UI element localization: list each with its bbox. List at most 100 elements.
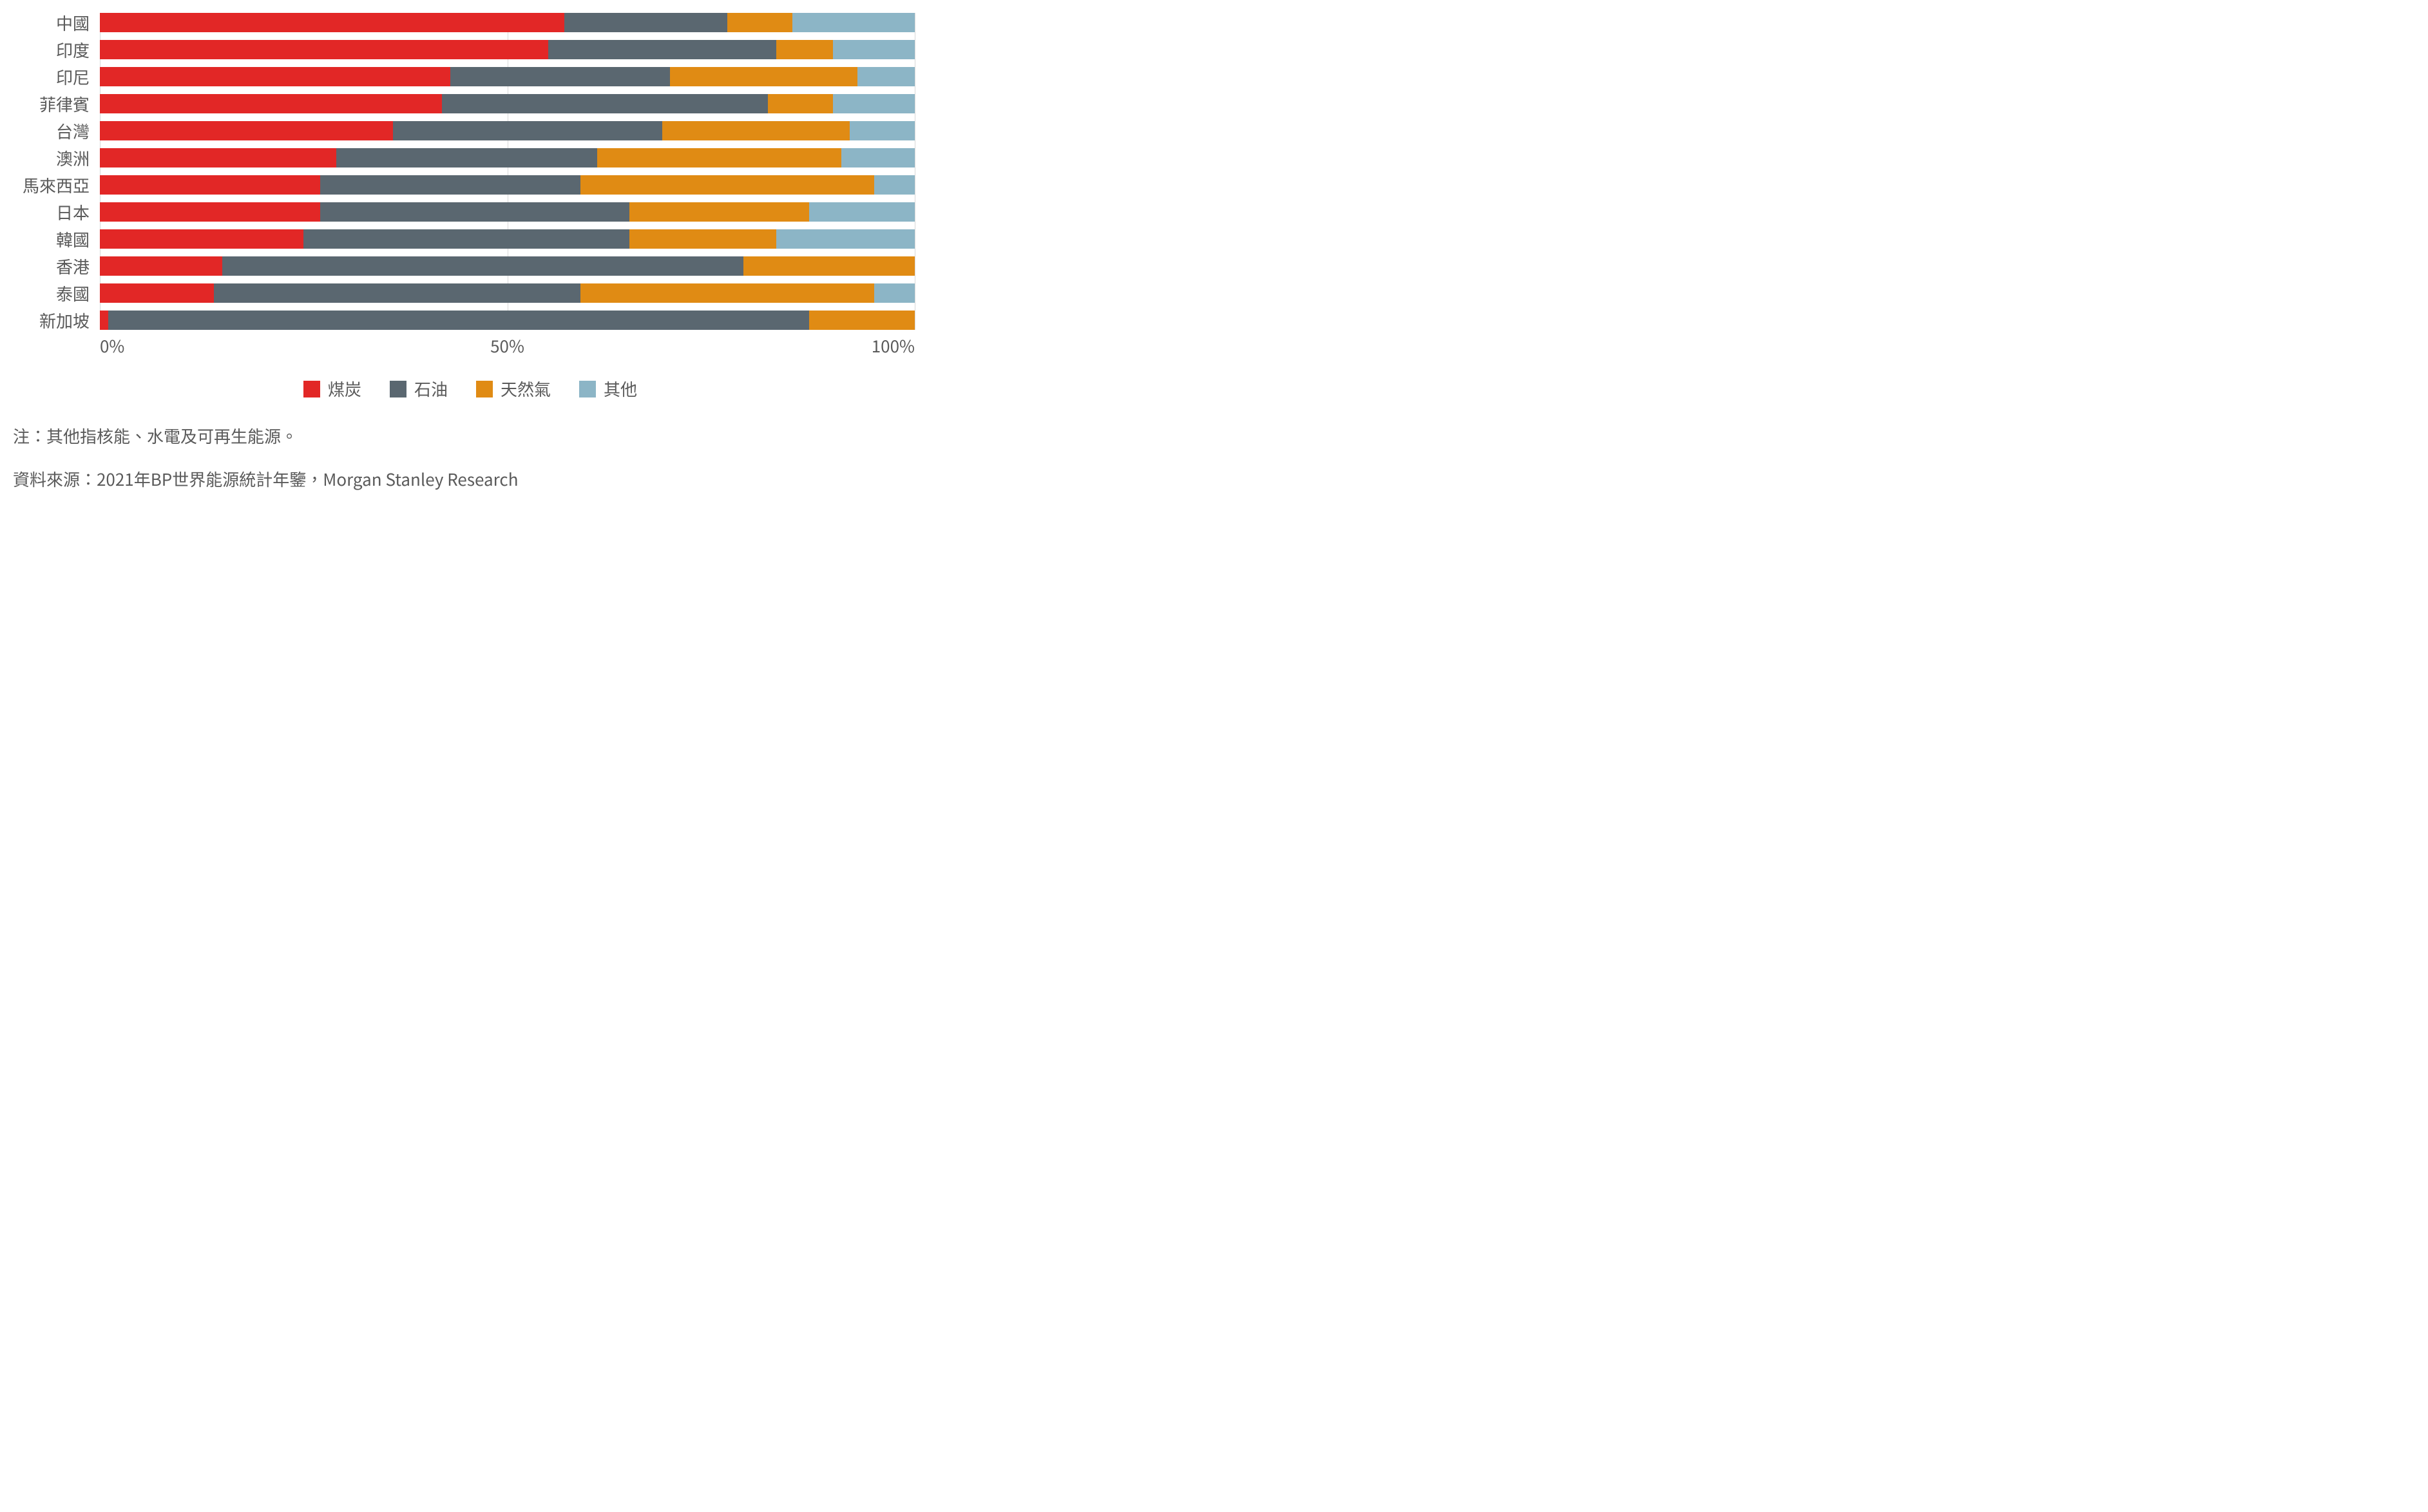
footnote-text: 注：其他指核能、水電及可再生能源。: [13, 424, 298, 448]
stacked-bar: [100, 175, 915, 195]
bar-row: 新加坡: [100, 311, 915, 330]
legend-item-oil: 石油: [390, 377, 448, 401]
bar-segment-gas: [629, 229, 776, 249]
stacked-bar: [100, 283, 915, 303]
stacked-bar: [100, 229, 915, 249]
category-label: 印尼: [13, 65, 100, 89]
category-label: 日本: [13, 200, 100, 224]
bar-segment-other: [874, 175, 915, 195]
bar-segment-gas: [629, 202, 808, 222]
stacked-bar: [100, 94, 915, 113]
bar-row: 泰國: [100, 283, 915, 303]
bar-segment-gas: [776, 40, 834, 59]
legend-swatch: [579, 381, 596, 397]
bar-segment-gas: [580, 175, 874, 195]
bar-segment-coal: [100, 40, 548, 59]
bar-segment-other: [850, 121, 915, 140]
bar-segment-other: [809, 202, 915, 222]
x-axis: 0% 50% 100%: [100, 330, 915, 365]
bar-segment-oil: [320, 202, 630, 222]
bar-segment-oil: [303, 229, 629, 249]
legend-swatch: [303, 381, 320, 397]
source-text: 資料來源：2021年BP世界能源統計年鑒，Morgan Stanley Rese…: [13, 467, 518, 491]
x-tick-label: 100%: [872, 334, 915, 358]
plot-area: 中國印度印尼菲律賓台灣澳洲馬來西亞日本韓國香港泰國新加坡: [100, 13, 915, 330]
bar-segment-coal: [100, 13, 564, 32]
bar-segment-coal: [100, 67, 450, 86]
stacked-bar: [100, 311, 915, 330]
bar-segment-oil: [548, 40, 776, 59]
bar-row: 台灣: [100, 121, 915, 140]
stacked-bar: [100, 121, 915, 140]
category-label: 菲律賓: [13, 92, 100, 116]
bar-row: 中國: [100, 13, 915, 32]
bar-segment-other: [833, 40, 915, 59]
bar-segment-oil: [564, 13, 727, 32]
bar-row: 印尼: [100, 67, 915, 86]
stacked-bar: [100, 13, 915, 32]
bar-segment-coal: [100, 256, 222, 276]
legend-item-other: 其他: [579, 377, 637, 401]
category-label: 印度: [13, 38, 100, 62]
bar-segment-oil: [393, 121, 662, 140]
bar-segment-other: [841, 148, 915, 167]
bar-row: 香港: [100, 256, 915, 276]
legend-swatch: [390, 381, 406, 397]
bar-segment-oil: [320, 175, 581, 195]
stacked-bar: [100, 256, 915, 276]
bar-segment-other: [776, 229, 915, 249]
category-label: 台灣: [13, 119, 100, 143]
bar-segment-oil: [336, 148, 597, 167]
category-label: 馬來西亞: [13, 173, 100, 197]
stacked-bar: [100, 40, 915, 59]
bar-segment-oil: [108, 311, 809, 330]
category-label: 香港: [13, 254, 100, 278]
bar-row: 日本: [100, 202, 915, 222]
bar-segment-coal: [100, 121, 393, 140]
category-label: 韓國: [13, 227, 100, 251]
bar-segment-coal: [100, 283, 214, 303]
bar-segment-coal: [100, 175, 320, 195]
bar-segment-coal: [100, 94, 442, 113]
bar-segment-other: [833, 94, 915, 113]
footnote: 注：其他指核能、水電及可再生能源。: [13, 424, 928, 448]
stacked-bar: [100, 148, 915, 167]
legend-label: 石油: [414, 377, 448, 401]
energy-mix-chart: 中國印度印尼菲律賓台灣澳洲馬來西亞日本韓國香港泰國新加坡 0%50%100%: [13, 13, 928, 365]
bar-segment-other: [792, 13, 915, 32]
bar-row: 菲律賓: [100, 94, 915, 113]
bar-segment-coal: [100, 148, 336, 167]
bar-segment-gas: [662, 121, 850, 140]
source-line: 資料來源：2021年BP世界能源統計年鑒，Morgan Stanley Rese…: [13, 467, 928, 491]
x-tick-label: 50%: [490, 334, 524, 358]
bar-segment-gas: [580, 283, 874, 303]
bar-segment-gas: [727, 13, 792, 32]
legend-item-coal: 煤炭: [303, 377, 361, 401]
stacked-bar: [100, 202, 915, 222]
bar-segment-oil: [450, 67, 671, 86]
bar-segment-gas: [597, 148, 842, 167]
bar-segment-oil: [442, 94, 768, 113]
stacked-bar: [100, 67, 915, 86]
bar-segment-coal: [100, 311, 108, 330]
x-tick-label: 0%: [100, 334, 124, 358]
bar-row: 印度: [100, 40, 915, 59]
bar-segment-gas: [768, 94, 833, 113]
bar-segment-gas: [743, 256, 915, 276]
bar-row: 澳洲: [100, 148, 915, 167]
bar-segment-coal: [100, 229, 303, 249]
category-label: 新加坡: [13, 309, 100, 332]
legend-label: 天然氣: [501, 377, 551, 401]
legend-swatch: [476, 381, 493, 397]
category-label: 中國: [13, 11, 100, 35]
legend: 煤炭 石油 天然氣 其他: [13, 377, 928, 401]
bar-segment-other: [874, 283, 915, 303]
bar-segment-other: [857, 67, 915, 86]
category-label: 澳洲: [13, 146, 100, 170]
legend-item-gas: 天然氣: [476, 377, 551, 401]
bar-row: 馬來西亞: [100, 175, 915, 195]
category-label: 泰國: [13, 282, 100, 305]
legend-label: 煤炭: [328, 377, 361, 401]
bar-segment-oil: [214, 283, 580, 303]
bar-row: 韓國: [100, 229, 915, 249]
